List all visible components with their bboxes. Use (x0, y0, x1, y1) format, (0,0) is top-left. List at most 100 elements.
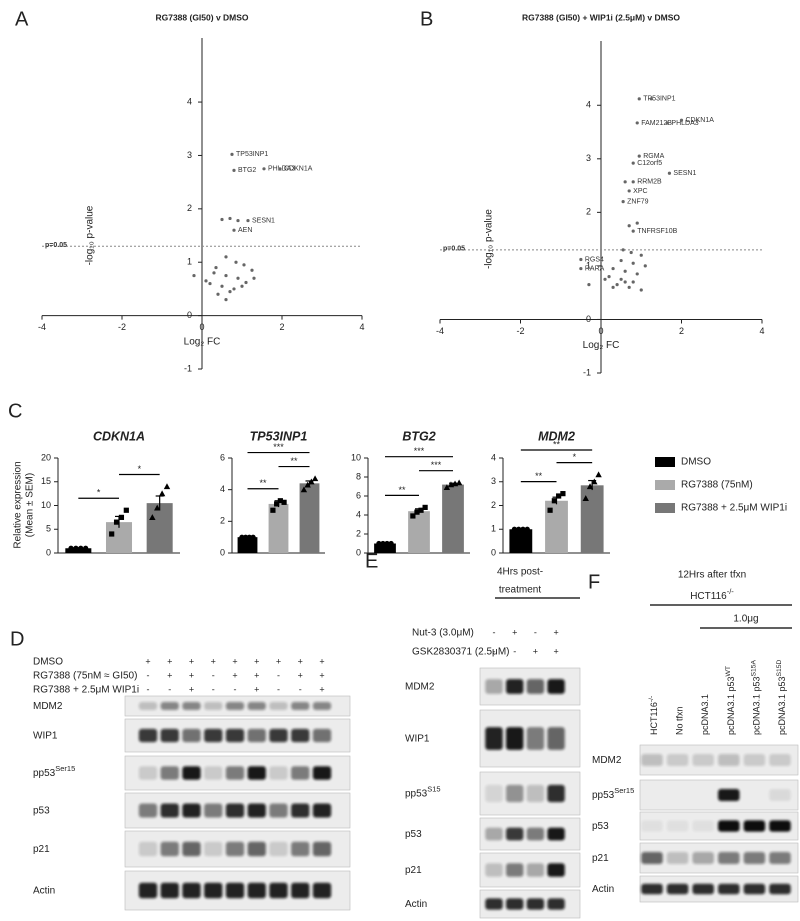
band (666, 883, 689, 895)
data-point (68, 545, 74, 551)
data-point (308, 478, 315, 485)
bar (237, 537, 258, 553)
band (291, 728, 310, 743)
significance-label: * (138, 464, 142, 474)
data-point (551, 498, 557, 504)
x-tick-label: -2 (118, 322, 126, 332)
point-label: CDKN1A (686, 117, 715, 124)
point (619, 258, 623, 263)
data-point (239, 534, 245, 540)
band (247, 702, 266, 710)
y-tick-label: 0 (220, 547, 225, 557)
band (718, 754, 740, 766)
band (312, 702, 332, 710)
bar (268, 503, 289, 553)
band (769, 852, 791, 864)
text-part: p53 (592, 821, 609, 832)
condition-label: DMSO (33, 657, 63, 668)
point (667, 171, 672, 175)
condition-sign: + (167, 670, 172, 680)
y-tick-label: 3 (187, 150, 192, 160)
data-point (511, 526, 518, 532)
band (291, 882, 310, 899)
chart-title: MDM2 (538, 429, 575, 443)
text-part: HCT116 (649, 702, 659, 735)
condition-sign: - (513, 646, 516, 656)
protein-label: pp53S15 (405, 784, 441, 799)
point (246, 218, 250, 223)
bar (545, 500, 568, 553)
y-label: Relative expression (13, 461, 24, 548)
point (679, 118, 684, 122)
point (224, 255, 228, 259)
bar (509, 529, 533, 553)
point (665, 121, 670, 125)
data-point (154, 504, 161, 511)
band (743, 852, 766, 864)
band (641, 852, 663, 864)
data-point (516, 526, 522, 532)
band (485, 898, 503, 910)
legend-swatch (655, 480, 675, 490)
text-part: pcDNA3.1 p53 (777, 676, 787, 735)
band (718, 852, 740, 864)
protein-label: pp53Ser15 (592, 786, 634, 801)
band (485, 784, 503, 803)
y-tick-label: 10 (351, 452, 361, 462)
chart-title: RG7388 (GI50) v DMSO (155, 12, 248, 22)
point (623, 269, 627, 273)
band (204, 728, 223, 743)
condition-sign: - (147, 684, 150, 694)
point-label: BTG2 (238, 167, 256, 174)
band (485, 679, 503, 694)
data-point (243, 534, 249, 540)
lane-label: pcDNA3.1 (701, 694, 711, 735)
significance-label: ** (553, 439, 561, 449)
x-tick-label: -4 (436, 326, 444, 336)
condition-sign: - (493, 627, 496, 637)
point (214, 265, 218, 270)
band (769, 789, 791, 801)
point (623, 280, 627, 284)
point (242, 263, 246, 267)
condition-sign: + (298, 656, 303, 666)
panel-label: D (10, 628, 24, 650)
band (247, 803, 266, 818)
condition-sign: + (232, 670, 237, 680)
condition-sign: + (145, 656, 150, 666)
point (579, 257, 583, 262)
x-tick-label: -4 (38, 322, 46, 332)
point (236, 218, 240, 223)
point (587, 283, 591, 287)
band (526, 863, 545, 877)
data-point (388, 540, 394, 547)
data-point (595, 471, 602, 478)
band (160, 728, 179, 743)
point (649, 97, 653, 101)
condition-sign: + (189, 656, 194, 666)
chart-title: RG7388 (GI50) + WIP1i (2.5μM) v DMSO (522, 12, 680, 22)
bar (146, 503, 173, 553)
band (247, 766, 266, 780)
band (718, 883, 740, 895)
band (526, 827, 545, 841)
text-part: pp53 (405, 788, 428, 799)
band (769, 883, 791, 895)
y-axis-label: -log₁₀ p-value (85, 205, 96, 265)
panel-label: A (15, 8, 29, 30)
point (611, 285, 615, 289)
band (547, 784, 565, 803)
bar (442, 484, 464, 553)
y-tick-label: 1 (187, 257, 192, 267)
point (627, 285, 631, 289)
band (204, 803, 223, 818)
bar (299, 483, 320, 553)
band (182, 841, 201, 857)
band (291, 841, 310, 857)
band (225, 841, 245, 857)
point-label: CDKN1A (284, 166, 313, 173)
x-tick-label: 4 (759, 326, 764, 336)
x-axis-label: Log₂ FC (184, 336, 221, 347)
band (138, 766, 158, 780)
